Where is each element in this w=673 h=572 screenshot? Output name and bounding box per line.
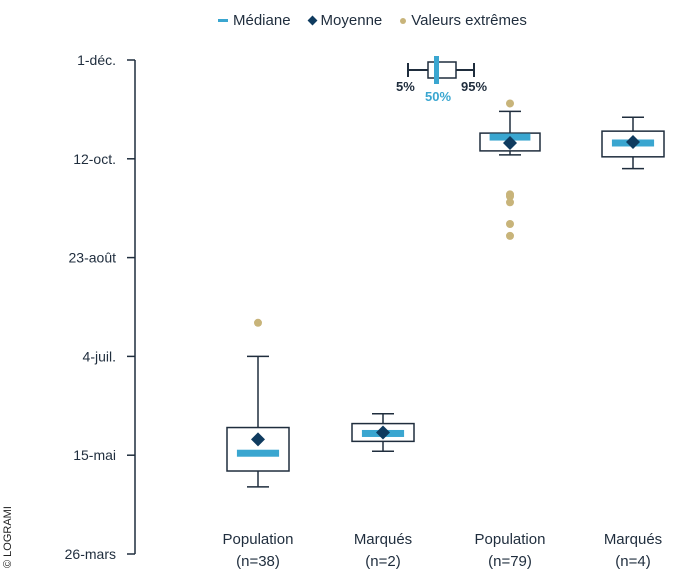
box-group	[226, 318, 290, 488]
key-box	[427, 61, 457, 79]
credit-text: © LOGRAMI	[2, 506, 14, 568]
category-label: Population	[223, 531, 294, 548]
category-label: Population	[475, 531, 546, 548]
outlier-swatch	[400, 17, 407, 24]
category-count: (n=79)	[488, 553, 532, 570]
legend: Médiane Moyenne Valeurs extrêmes	[218, 12, 527, 29]
y-axis: 26-mars 15-mai 4-juil. 23-août 12-oct. 1-déc.	[65, 52, 136, 562]
category-label: Marqués	[354, 531, 412, 548]
box-key: 5% 50% 95%	[396, 56, 487, 104]
category-count: (n=4)	[615, 553, 650, 570]
box-group	[479, 99, 541, 240]
y-tick-label: 15-mai	[73, 447, 116, 463]
y-tick-label: 4-juil.	[83, 348, 116, 364]
mean-marker	[503, 135, 517, 150]
outlier-point	[254, 318, 262, 327]
legend-item-outlier: Valeurs extrêmes	[400, 12, 527, 29]
y-tick-label: 12-oct.	[73, 151, 116, 167]
y-tick-label: 26-mars	[65, 546, 116, 562]
median-bar	[236, 449, 280, 457]
y-tick-label: 23-août	[69, 250, 117, 266]
legend-item-mean: Moyenne	[307, 12, 383, 29]
outlier-point	[506, 99, 514, 108]
outlier-point	[506, 220, 514, 229]
y-tick-label: 1-déc.	[77, 52, 116, 68]
legend-label-median: Médiane	[233, 12, 291, 29]
key-median	[434, 56, 439, 84]
box-group	[351, 412, 415, 452]
mean-marker	[251, 432, 265, 447]
legend-item-median: Médiane	[218, 12, 291, 29]
category-count: (n=38)	[236, 553, 280, 570]
legend-label-mean: Moyenne	[320, 12, 383, 29]
outlier-point	[506, 192, 514, 201]
boxes-layer	[226, 99, 665, 488]
outlier-point	[506, 198, 514, 207]
outlier-point	[506, 231, 514, 240]
key-label-50: 50%	[425, 89, 451, 104]
category-label: Marqués	[604, 531, 662, 548]
box-group	[601, 116, 665, 170]
x-labels: Population (n=38) Marqués (n=2) Population (n…	[223, 531, 663, 570]
key-label-5: 5%	[396, 79, 415, 94]
median-swatch	[218, 19, 228, 22]
key-label-95: 95%	[461, 79, 487, 94]
legend-label-outlier: Valeurs extrêmes	[411, 12, 527, 29]
mean-marker	[626, 135, 640, 150]
mean-marker	[376, 425, 390, 440]
category-count: (n=2)	[365, 553, 400, 570]
